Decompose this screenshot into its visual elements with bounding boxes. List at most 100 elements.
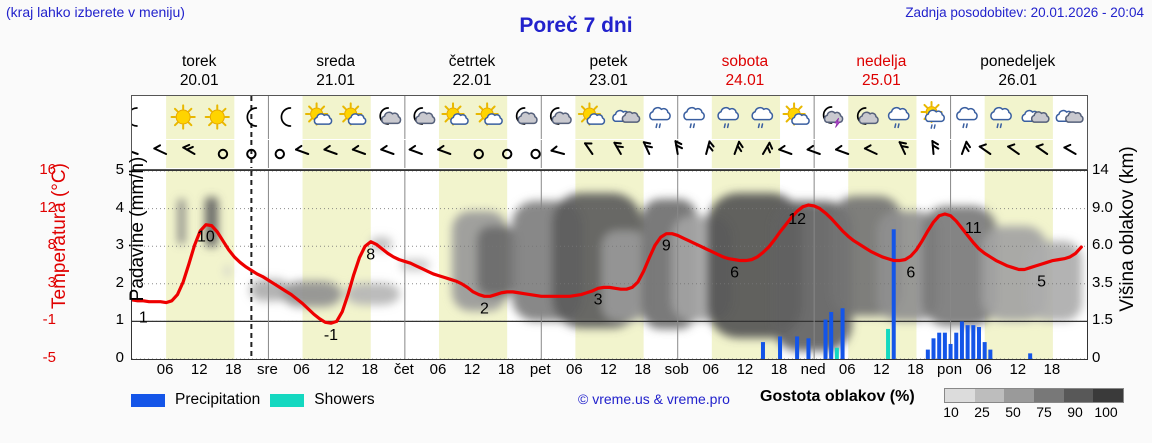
x-tick-label: 18	[770, 361, 788, 378]
temperature-point-label: 10	[197, 229, 215, 246]
x-axis-tick-labels: 06 12 18 sre 06 12 18 čet 06 12 18 pet 06 12 18 sob 06 12…	[131, 361, 1088, 383]
weather-icon-cloud	[1055, 109, 1084, 123]
weather-icon-moon-cloud	[515, 107, 538, 125]
x-tick-label: čet	[393, 361, 414, 378]
x-tick-label: 12	[1009, 361, 1027, 378]
x-tick-label: 06	[429, 361, 447, 378]
wind-barb	[733, 140, 744, 155]
weather-icon-cloud-rain	[683, 106, 705, 129]
wind-barb	[408, 144, 423, 155]
wind-barb	[1007, 143, 1020, 155]
temperature-tick-3: 3	[47, 273, 56, 291]
precipitation-bar	[959, 321, 964, 359]
temperature-tick-2: 8	[47, 236, 56, 254]
weather-icon-moon-storm	[822, 106, 844, 128]
temperature-tick-4: -1	[42, 311, 56, 329]
precipitation-bar	[834, 347, 839, 359]
temperature-point-label: 11	[965, 220, 982, 237]
temperature-point-label: 9	[662, 238, 671, 255]
x-tick-label: pet	[529, 361, 551, 378]
precipitation-bar	[829, 312, 834, 359]
weather-icon-strip	[131, 95, 1088, 140]
precipitation-swatch	[131, 393, 165, 407]
wind-barb	[705, 140, 715, 155]
x-tick-label: ned	[800, 361, 826, 378]
x-tick-label: 18	[1043, 361, 1061, 378]
day-header-sobota: sobota 24.01	[667, 52, 823, 90]
weather-icon-cloud-rain	[990, 106, 1012, 129]
wind-barb	[132, 150, 139, 155]
wind-barb	[1035, 143, 1049, 155]
weather-icon-moon	[132, 107, 138, 127]
forecast-plot: 110-18239612611510	[131, 170, 1088, 360]
wind-barb	[1063, 143, 1077, 155]
wind-barb	[835, 144, 850, 155]
day-header-ponedeljek: ponedeljek 26.01	[940, 52, 1096, 90]
day-name: nedelja	[856, 53, 907, 70]
cloud-density-tick: 90	[1067, 404, 1083, 420]
wind-barb	[217, 148, 229, 160]
x-tick-label: 18	[361, 361, 379, 378]
x-tick-label: sre	[257, 361, 278, 378]
precipitation-axis-title: Padavine (mm/h)	[127, 156, 148, 302]
x-tick-label: 06	[293, 361, 310, 378]
wind-barb	[153, 144, 168, 155]
weather-icon-sun-cloud	[577, 102, 606, 126]
x-tick-label: 18	[497, 361, 515, 378]
temperature-point-label: 6	[906, 265, 915, 282]
wind-barb	[931, 140, 940, 155]
weather-icon-sun-cloud	[475, 102, 503, 126]
day-date: 23.01	[589, 72, 628, 89]
cloud-density-step-5	[1093, 389, 1124, 402]
precipitation-bar	[760, 342, 765, 359]
credit-link[interactable]: © vreme.us & vreme.pro	[578, 391, 730, 407]
cloud-height-tick-5: 0	[1092, 349, 1101, 366]
wind-barb	[437, 144, 452, 155]
precipitation-tick-2: 3	[115, 236, 124, 254]
day-date: 25.01	[861, 72, 901, 89]
day-header-sreda: sreda 21.01	[257, 52, 413, 90]
showers-swatch	[270, 393, 305, 407]
precipitation-legend: Precipitation Showers	[131, 388, 375, 412]
wind-barb	[806, 144, 821, 155]
x-tick-label: 12	[463, 361, 481, 378]
wind-barb	[613, 141, 624, 155]
cloud-height-tick-3: 3.5	[1092, 273, 1113, 291]
temperature-point-label: 1	[139, 309, 148, 326]
day-date: 20.01	[179, 72, 219, 89]
x-tick-label: 06	[702, 361, 720, 378]
weather-icon-cloud	[612, 109, 641, 123]
weather-icon-cloud-rain	[751, 106, 774, 129]
precipitation-bar	[795, 336, 800, 359]
precipitation-bar	[965, 325, 970, 359]
x-tick-label: 06	[566, 361, 583, 378]
wind-barb	[501, 148, 513, 160]
wind-barb-strip	[131, 140, 1088, 170]
precipitation-tick-3: 2	[115, 273, 124, 291]
cloud-density-step-3	[1034, 389, 1064, 402]
precipitation-bar	[976, 327, 981, 359]
cloud-density-tick: 50	[1005, 404, 1021, 420]
day-date: 26.01	[998, 72, 1038, 89]
precipitation-bar	[948, 343, 953, 359]
precipitation-tick-4: 1	[115, 311, 124, 329]
cloud-density-tick: 100	[1094, 404, 1118, 420]
x-tick-label: 12	[736, 361, 754, 378]
day-name: petek	[589, 53, 628, 70]
wind-barb	[761, 141, 774, 155]
precipitation-bar	[925, 349, 930, 359]
weather-icon-moon	[246, 107, 258, 127]
weather-icon-sun-cloud-rain	[920, 101, 945, 129]
wind-barb	[274, 148, 285, 160]
precipitation-bar	[931, 338, 936, 359]
precipitation-bar	[886, 328, 891, 359]
weather-icon-moon-cloud	[549, 107, 572, 125]
wind-barb	[380, 144, 395, 155]
weather-icon-sun-cloud	[304, 102, 333, 126]
weather-icon-sun-cloud	[441, 102, 469, 126]
weather-icon-cloud-rain	[649, 106, 671, 129]
cloud-density-colorbar	[944, 388, 1124, 403]
weather-icon-moon	[280, 107, 292, 127]
day-header-row: torek 20.01 sreda 21.01 četrtek 22.01 petek 23.…	[131, 52, 1088, 92]
temperature-tick-0: 16	[39, 161, 56, 178]
